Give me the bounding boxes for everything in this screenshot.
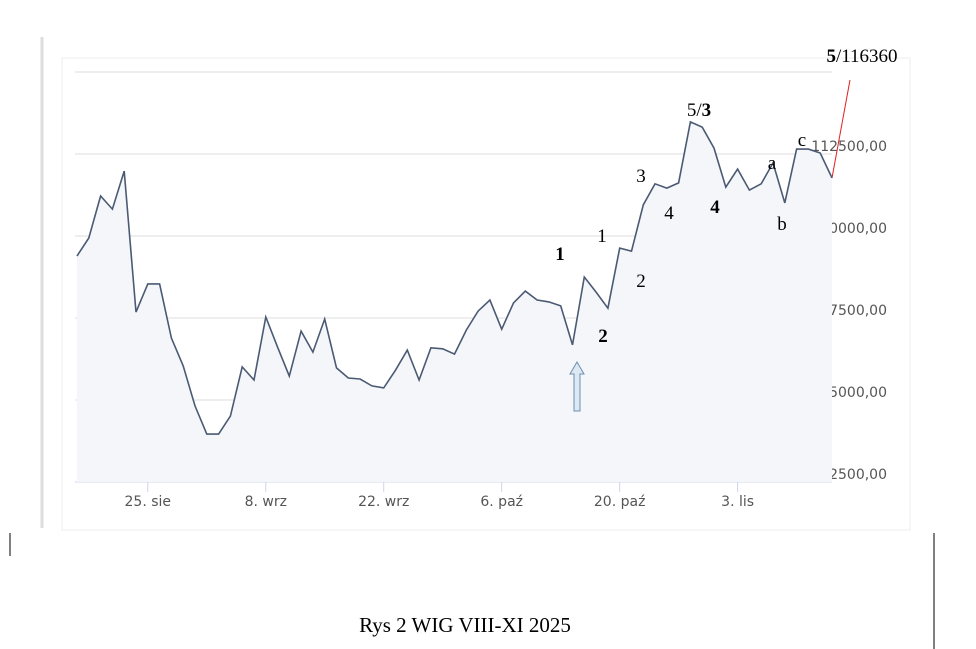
annotation: b [777,214,787,235]
x-tick-label: 25. sie [125,494,172,510]
annotation-part: 2 [636,271,646,292]
arrow [569,361,585,412]
y-tick-label: 112500,00 [811,139,887,155]
annotation: 1 [555,244,565,265]
annotation-part: 3 [702,100,712,121]
x-tick-label: 22. wrz [358,494,409,510]
annotation: a [768,153,777,174]
annotation-part: c [798,130,806,151]
annotation-part: 4 [664,203,674,224]
annotation-part: 1 [597,226,607,247]
annotation-part: 5 [826,46,836,67]
annotation: 2 [598,326,608,347]
annotation-part: 3 [636,166,646,187]
plot: 102500,00105000,00107500,00110000,001125… [75,46,898,510]
x-tick-label: 8. wrz [245,494,287,510]
area [77,121,832,483]
x-tick-label: 6. paź [480,494,523,510]
x-tick-label: 20. paź [594,494,646,510]
projection-line [831,79,851,179]
plot-frame [61,57,911,531]
annotation-part: 5/ [687,100,703,121]
line [76,120,833,435]
annotation-part: /116360 [836,46,898,67]
annotation-part: 1 [555,244,565,265]
annotation-part: b [777,214,787,235]
annotation: 5/116360 [826,46,897,67]
annotation-part: 4 [710,197,720,218]
x-tick-label: 3. lis [721,494,754,510]
annotation: 1 [597,226,607,247]
annotation: 2 [636,271,646,292]
caption: Rys 2 WIG VIII-XI 2025 [359,613,571,637]
annotation: c [798,130,806,151]
annotation-part: 2 [598,326,608,347]
annotation: 4 [664,203,674,224]
annotation: 4 [710,197,720,218]
annotation: 5/3 [687,100,711,121]
annotation: 3 [636,166,646,187]
annotation-part: a [768,153,777,174]
